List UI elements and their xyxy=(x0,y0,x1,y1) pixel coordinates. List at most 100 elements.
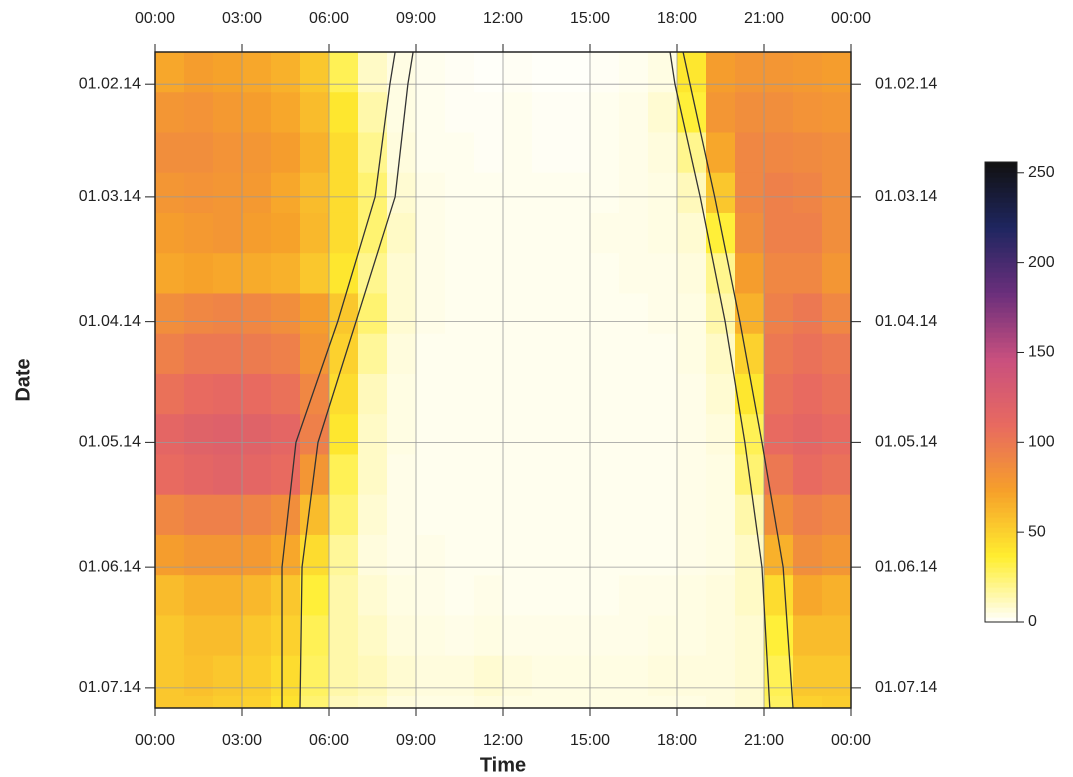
heat-cell xyxy=(300,373,330,415)
colorbar-tick-label: 100 xyxy=(1028,434,1055,451)
heat-cell xyxy=(590,333,620,375)
heat-cell xyxy=(358,534,388,576)
heat-cell xyxy=(677,575,707,616)
heat-cell xyxy=(532,92,562,133)
colorbar-strip xyxy=(985,187,1017,193)
heat-cell xyxy=(329,333,359,375)
heat-cell xyxy=(329,655,359,697)
heat-cell xyxy=(677,454,707,496)
heat-cell xyxy=(445,132,475,174)
colorbar-strip xyxy=(985,512,1017,518)
heat-cell xyxy=(445,373,475,415)
heat-cell xyxy=(242,494,272,536)
heat-cell xyxy=(155,52,185,93)
heat-cell xyxy=(764,212,794,254)
heat-cell xyxy=(619,615,649,657)
heat-cell xyxy=(387,333,417,375)
colorbar-strip xyxy=(985,467,1017,473)
heat-cell xyxy=(387,494,417,536)
heat-cell xyxy=(561,333,591,375)
heat-cell xyxy=(416,454,446,496)
colorbar-strip xyxy=(985,597,1017,603)
heat-cell xyxy=(184,92,214,133)
heat-cell xyxy=(735,695,765,709)
x-tick-label-top: 00:00 xyxy=(831,10,871,27)
colorbar-strip xyxy=(985,497,1017,503)
heat-cell xyxy=(764,253,794,294)
colorbar-strip xyxy=(985,362,1017,368)
heat-cell xyxy=(184,534,214,576)
colorbar-strip xyxy=(985,207,1017,213)
heat-cell xyxy=(474,414,504,455)
heat-cell xyxy=(590,293,620,335)
x-tick-label: 12:00 xyxy=(483,732,523,749)
heat-cell xyxy=(242,253,272,294)
heat-cell xyxy=(242,575,272,616)
heat-cell xyxy=(445,333,475,375)
colorbar-strip xyxy=(985,577,1017,583)
heat-cell xyxy=(706,132,736,174)
heat-cell xyxy=(184,695,214,709)
colorbar-strip xyxy=(985,617,1017,623)
colorbar-strip xyxy=(985,317,1017,323)
heat-cell xyxy=(764,494,794,536)
heat-cell xyxy=(619,414,649,455)
heat-cell xyxy=(648,655,678,697)
heat-cell xyxy=(619,253,649,294)
y-tick-label-right: 01.04.14 xyxy=(875,313,937,330)
colorbar-strip xyxy=(985,537,1017,543)
heat-cell xyxy=(474,655,504,697)
heat-cell xyxy=(590,655,620,697)
heat-cell xyxy=(300,534,330,576)
x-tick-label-top: 00:00 xyxy=(135,10,175,27)
heat-cell xyxy=(300,132,330,174)
heat-cell xyxy=(358,494,388,536)
heat-cell xyxy=(387,454,417,496)
heat-cell xyxy=(300,253,330,294)
heat-cell xyxy=(329,575,359,616)
heat-cell xyxy=(822,534,852,576)
heat-cell xyxy=(387,414,417,455)
x-axis-title: Time xyxy=(480,754,526,776)
x-tick-label-top: 15:00 xyxy=(570,10,610,27)
heat-cell xyxy=(822,212,852,254)
heat-cell xyxy=(561,695,591,709)
heat-cell xyxy=(387,615,417,657)
heat-cell xyxy=(532,615,562,657)
heat-cell xyxy=(619,655,649,697)
heat-cell xyxy=(822,92,852,133)
heat-cell xyxy=(184,615,214,657)
colorbar-strip xyxy=(985,427,1017,433)
heat-cell xyxy=(822,695,852,709)
twilight-curve xyxy=(299,51,414,709)
heat-cell xyxy=(822,494,852,536)
heat-cell xyxy=(329,454,359,496)
heat-cell xyxy=(648,615,678,657)
heat-cell xyxy=(793,253,823,294)
heat-cell xyxy=(735,575,765,616)
heat-cell xyxy=(793,132,823,174)
heat-cell xyxy=(271,132,301,174)
heat-cell xyxy=(793,615,823,657)
heat-cell xyxy=(184,414,214,455)
heat-cell xyxy=(619,494,649,536)
heat-cell xyxy=(735,52,765,93)
heat-cell xyxy=(503,373,533,415)
heat-cell xyxy=(445,575,475,616)
heat-cell xyxy=(677,494,707,536)
heat-cell xyxy=(706,575,736,616)
colorbar-strip xyxy=(985,292,1017,298)
heat-cell xyxy=(445,454,475,496)
heat-cell xyxy=(416,575,446,616)
heat-cell xyxy=(155,172,185,214)
heat-cell xyxy=(764,132,794,174)
heat-cell xyxy=(474,293,504,335)
colorbar-strip xyxy=(985,562,1017,568)
colorbar-strip xyxy=(985,297,1017,303)
heat-cell xyxy=(184,253,214,294)
heat-cell xyxy=(793,454,823,496)
heat-cell xyxy=(561,172,591,214)
heat-cell xyxy=(793,373,823,415)
heat-cell xyxy=(416,414,446,455)
heat-cell xyxy=(561,52,591,93)
